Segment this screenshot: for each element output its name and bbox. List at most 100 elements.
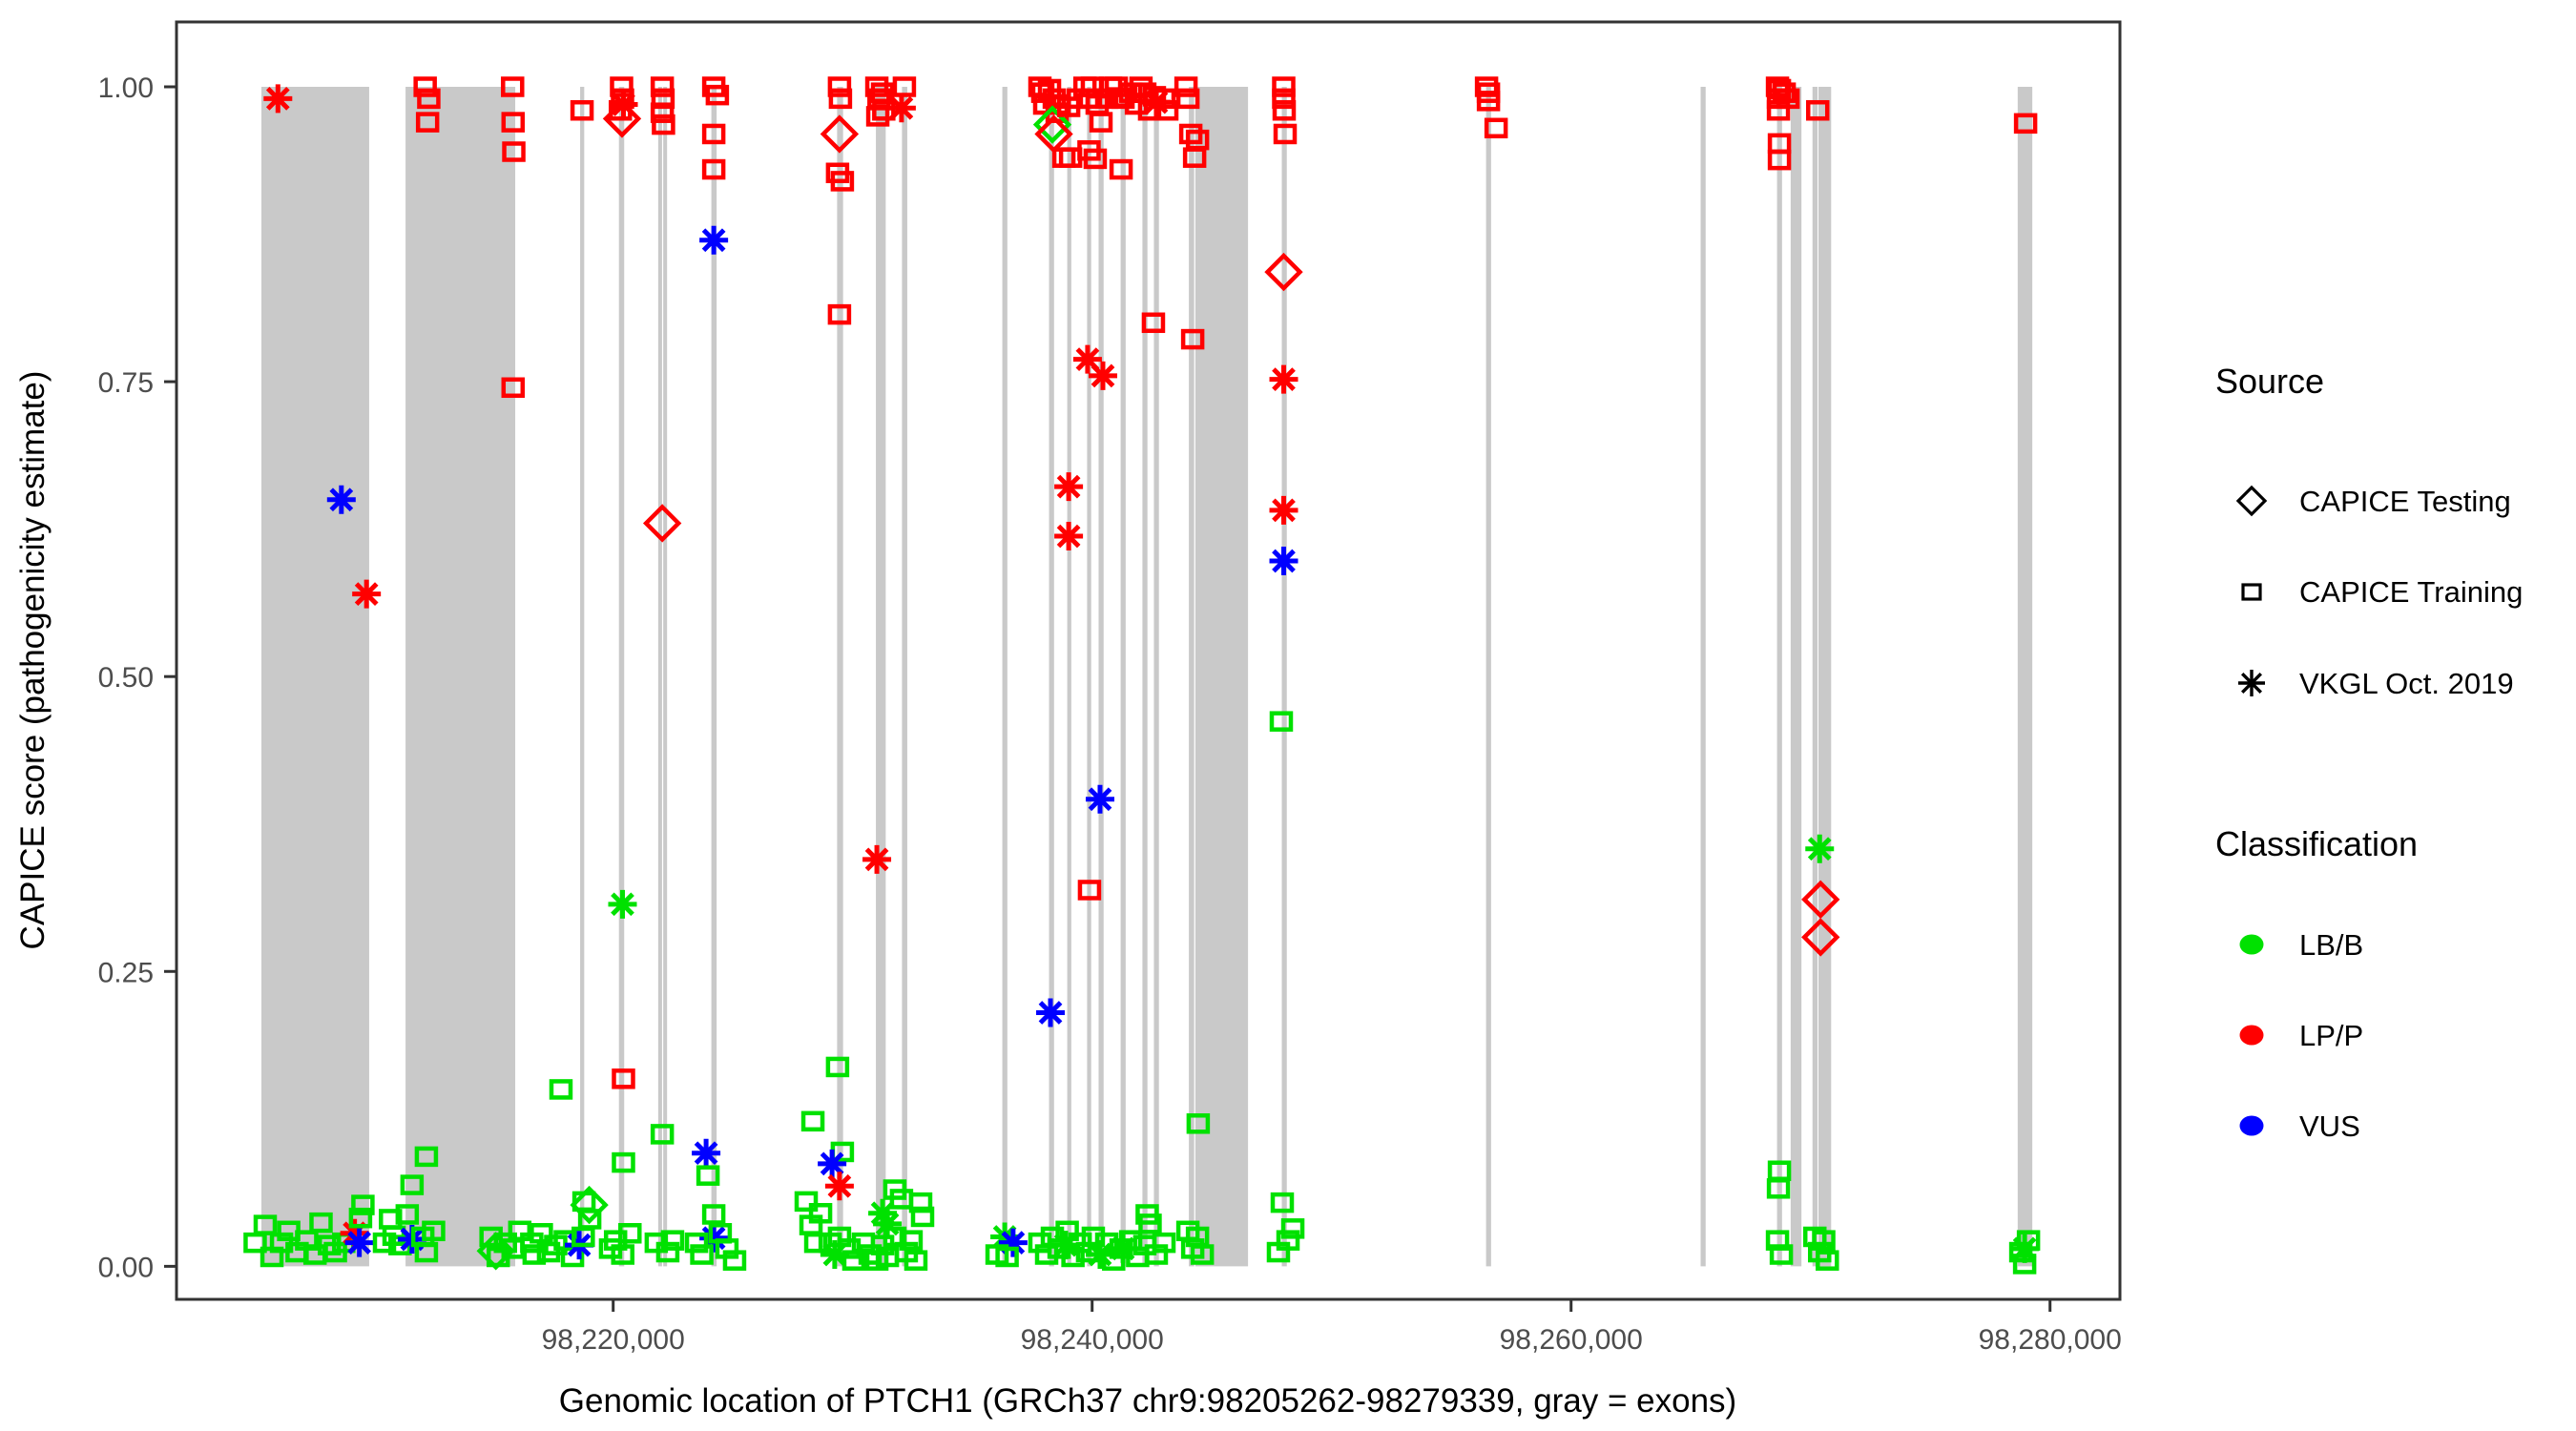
exon-band (711, 87, 717, 1267)
point-square (701, 158, 726, 180)
square-icon (2241, 583, 2262, 601)
exon-band (663, 87, 668, 1267)
point-square (1178, 123, 1203, 145)
point-diamond (1801, 880, 1840, 920)
exon-band (1067, 87, 1071, 1267)
point-square (1154, 99, 1179, 121)
legend-item-capice-testing: CAPICE Testing (2235, 485, 2511, 518)
point-square (650, 76, 675, 97)
point-asterisk (886, 93, 916, 123)
legend-item-vus: VUS (2239, 1110, 2360, 1143)
point-square (828, 88, 853, 110)
x-tick-label: 98,240,000 (1021, 1324, 1164, 1356)
exon-band (618, 87, 625, 1267)
exon-band (657, 87, 662, 1267)
point-square (1186, 1113, 1211, 1134)
point-square (395, 1204, 420, 1225)
point-square (1272, 88, 1296, 110)
point-asterisk (1089, 361, 1117, 390)
point-square (794, 1191, 819, 1213)
legend-item-capice-training: CAPICE Training (2241, 575, 2523, 609)
x-tick-label: 98,220,000 (542, 1324, 685, 1356)
point-diamond (1032, 105, 1072, 144)
asterisk-icon (2238, 670, 2265, 696)
legend-item-vkgl: VKGL Oct. 2019 (2238, 667, 2514, 700)
point-square (400, 1174, 425, 1195)
legend: Source CAPICE Testing CAPICE Training VK… (2215, 362, 2523, 1143)
point-square (1083, 148, 1108, 170)
point-square (1767, 149, 1792, 171)
point-square (2013, 113, 2038, 135)
point-square (1272, 99, 1297, 121)
legend-item-label: VKGL Oct. 2019 (2299, 667, 2514, 700)
point-square (1273, 123, 1298, 145)
point-asterisk (692, 1138, 721, 1168)
y-tick-label: 0.00 (98, 1252, 154, 1283)
x-tick-label: 98,260,000 (1500, 1324, 1643, 1356)
x-axis-title: Genomic location of PTCH1 (GRCh37 chr9:9… (559, 1382, 1736, 1420)
point-asterisk (1085, 1240, 1114, 1270)
point-square (549, 1079, 573, 1100)
point-square (618, 1223, 642, 1244)
point-square (650, 102, 675, 123)
point-square (705, 84, 730, 106)
exon-bands (260, 87, 2033, 1267)
point-asterisk (1072, 344, 1102, 374)
point-asterisk (2010, 1234, 2040, 1263)
point-square (827, 303, 852, 325)
point-asterisk (608, 889, 637, 919)
point-asterisk (344, 1228, 374, 1257)
exon-band (1098, 87, 1104, 1267)
point-square (1812, 1230, 1836, 1251)
point-asterisk (1051, 1231, 1081, 1260)
point-square (1175, 88, 1200, 110)
point-square (830, 171, 855, 192)
point-square (696, 1165, 720, 1186)
point-square (892, 76, 917, 97)
point-asterisk (824, 1172, 854, 1201)
x-tick-label: 98,280,000 (1979, 1324, 2122, 1356)
legend-item-label: VUS (2299, 1110, 2360, 1143)
point-square (501, 112, 526, 133)
point-square (414, 1241, 439, 1263)
point-asterisk (873, 1209, 903, 1238)
y-axis: 0.00 0.25 0.50 0.75 1.00 (98, 73, 177, 1283)
point-square (413, 76, 437, 97)
point-square (501, 377, 526, 399)
point-square (808, 1202, 833, 1224)
point-square (1816, 1250, 1839, 1271)
point-square (417, 88, 441, 110)
exon-band (1700, 87, 1706, 1267)
point-diamond (820, 114, 860, 154)
point-asterisk (1269, 364, 1298, 394)
point-asterisk (820, 1240, 849, 1270)
point-square (577, 1209, 602, 1230)
exon-band (837, 87, 843, 1267)
point-square (1272, 76, 1296, 97)
point-square (348, 1207, 373, 1229)
point-asterisk (818, 1149, 847, 1178)
y-tick-label: 0.25 (98, 957, 154, 988)
exon-band (1120, 87, 1126, 1267)
point-asterisk (862, 844, 892, 874)
point-square (1185, 129, 1210, 151)
y-axis-title: CAPICE score (pathogenicity estimate) (14, 371, 52, 950)
point-square (1805, 99, 1830, 121)
point-asterisk (1805, 834, 1835, 863)
point-square (803, 1232, 828, 1254)
data-points (243, 76, 2041, 1275)
point-square (415, 112, 440, 133)
y-tick-label: 0.75 (98, 367, 154, 399)
point-square (1174, 76, 1198, 97)
point-asterisk (1269, 547, 1298, 576)
legend-classification-title: Classification (2215, 824, 2418, 863)
point-diamond (1801, 918, 1840, 957)
exon-band (1195, 87, 1249, 1267)
point-square (1055, 1220, 1079, 1242)
exon-band (260, 87, 369, 1267)
point-square (701, 123, 726, 145)
point-asterisk (699, 1223, 729, 1253)
point-square (414, 1146, 439, 1168)
